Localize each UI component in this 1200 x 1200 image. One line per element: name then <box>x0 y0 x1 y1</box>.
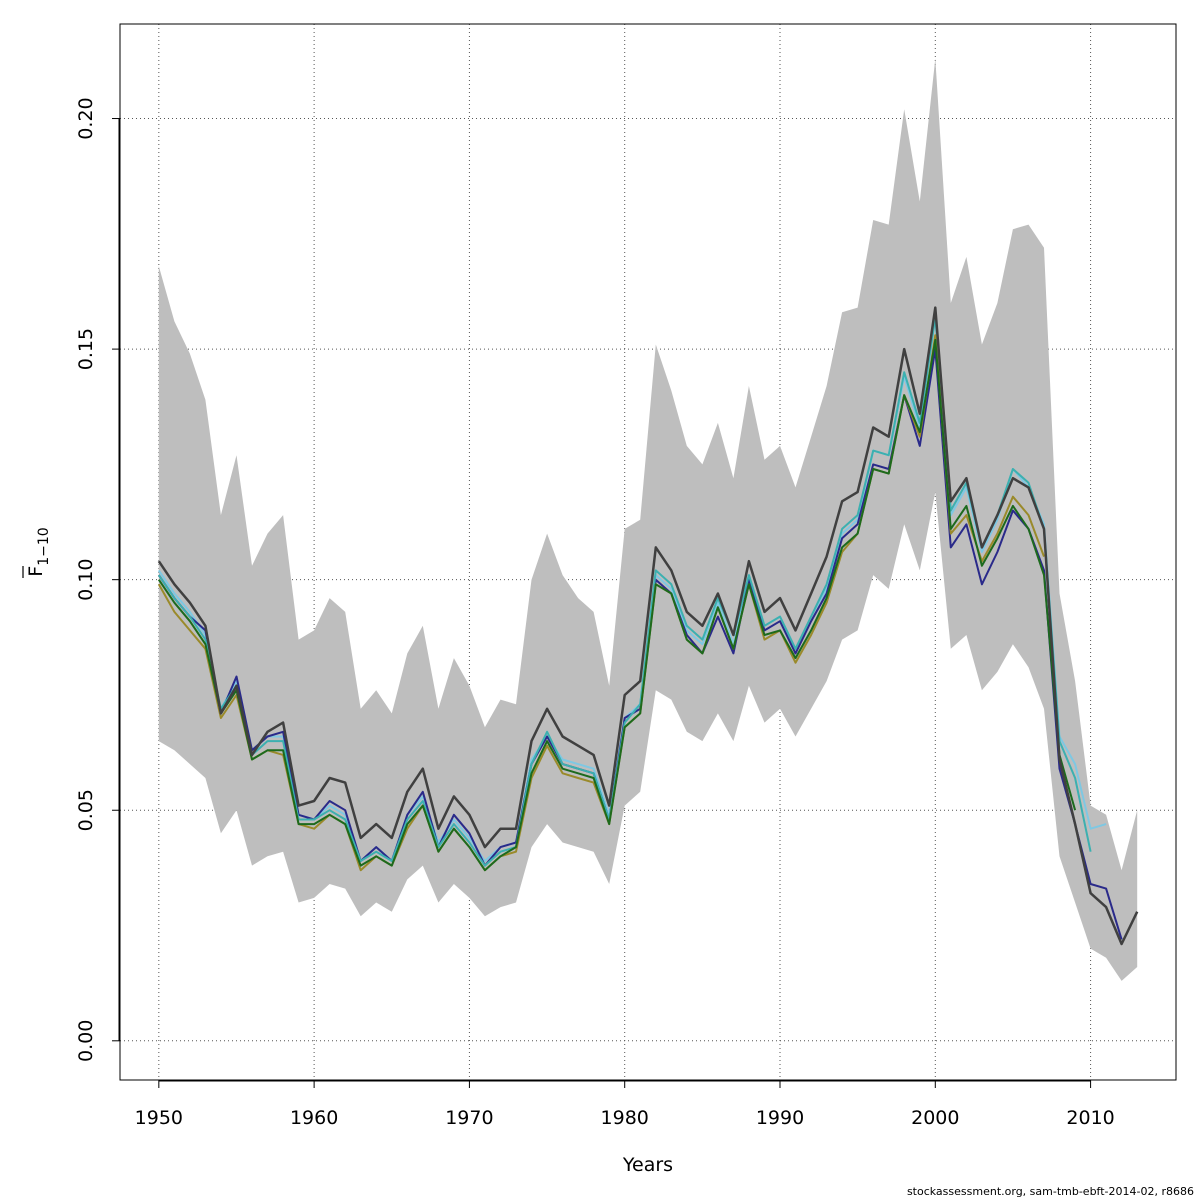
x-axis: 1950 1960 1970 1980 1990 2000 2010 <box>135 1080 1115 1129</box>
svg-text:F1−10: F1−10 <box>25 527 52 576</box>
y-axis-title-subscript: 1−10 <box>36 527 52 565</box>
confidence-band <box>158 58 1138 981</box>
y-axis-title-main: F <box>25 566 47 577</box>
y-tick-label: 0.20 <box>75 97 97 139</box>
x-tick-label: 1990 <box>756 1107 804 1129</box>
x-axis-title: Years <box>622 1154 673 1176</box>
series-line-5 <box>157 338 1077 872</box>
y-tick-label: 0.10 <box>75 559 97 601</box>
y-axis: 0.00 0.05 0.10 0.15 0.20 <box>75 97 120 1062</box>
y-tick-label: 0.15 <box>75 328 97 370</box>
x-tick-label: 2000 <box>911 1107 959 1129</box>
y-tick-label: 0.05 <box>75 789 97 831</box>
confidence-band-area <box>158 58 1138 981</box>
plot-frame <box>119 23 1177 1081</box>
series-lines <box>157 306 1139 946</box>
series-line-6 <box>157 306 1139 946</box>
x-tick-label: 1980 <box>601 1107 649 1129</box>
x-tick-label: 2010 <box>1066 1107 1114 1129</box>
x-tick-label: 1950 <box>135 1107 183 1129</box>
caption: stockassessment.org, sam-tmb-ebft-2014-0… <box>906 1185 1194 1198</box>
y-axis-title: F1−10 <box>22 527 52 578</box>
x-tick-label: 1970 <box>445 1107 493 1129</box>
y-tick-label: 0.00 <box>75 1020 97 1062</box>
x-tick-label: 1960 <box>290 1107 338 1129</box>
